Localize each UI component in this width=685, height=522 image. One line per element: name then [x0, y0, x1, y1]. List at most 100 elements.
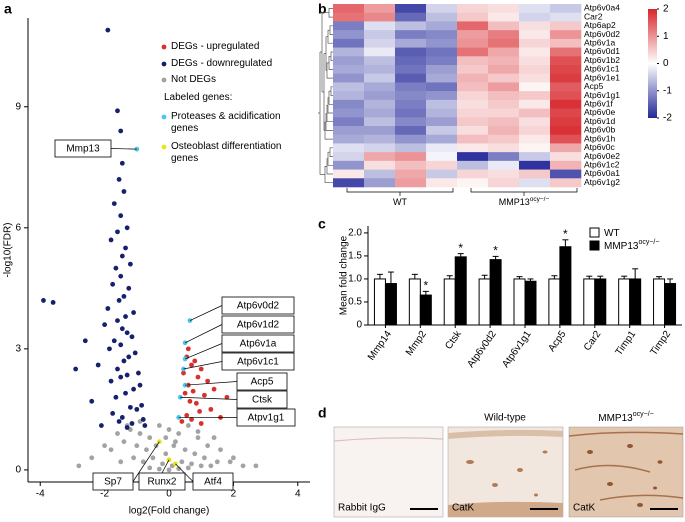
data-point [166, 427, 172, 432]
group-name: WT [393, 197, 407, 207]
heatmap-cell [395, 30, 427, 40]
group-superscript: ocy−/− [530, 196, 550, 203]
colorbar [648, 9, 657, 118]
legend-superscript: ocy−/− [638, 239, 659, 246]
bar [454, 256, 467, 326]
data-point [123, 245, 128, 251]
heatmap-cell [333, 134, 365, 144]
data-point [230, 455, 236, 461]
heatmap-cell [519, 143, 551, 153]
heatmap-cell [519, 117, 551, 127]
label-box [236, 408, 296, 427]
micrograph [568, 426, 684, 518]
x-tick-label: 2 [231, 489, 237, 500]
heatmap-cell [395, 117, 427, 127]
group-label: WT [393, 197, 407, 207]
heatmap-cell [364, 169, 396, 179]
heatmap-cell [364, 152, 396, 162]
data-point [127, 261, 133, 267]
heatmap-cell [395, 152, 427, 162]
y-tick-label: 0 [356, 320, 362, 331]
data-point [211, 386, 217, 392]
data-point [107, 346, 112, 352]
image-label: CatK [452, 503, 475, 514]
data-point [192, 451, 198, 457]
gene-label: Atp6v1a [240, 339, 277, 350]
row-label: Atp6v1e1 [584, 72, 620, 82]
legend-marker [161, 77, 167, 83]
panel-label: b [318, 1, 327, 17]
heatmap-cell [333, 169, 365, 179]
stain-lines [568, 431, 684, 501]
gene-label: Ctsk [252, 395, 273, 406]
x-tick-label: 0 [166, 489, 172, 500]
heatmap-cell [488, 99, 520, 109]
heatmap-cell [395, 47, 427, 57]
data-point [192, 358, 198, 364]
data-point [150, 455, 156, 461]
heatmap-cell [550, 38, 582, 48]
row-label: Atp6v0e [584, 107, 615, 117]
heatmap-cell [519, 12, 551, 22]
heatmap-cell [550, 143, 582, 153]
image-label: Rabbit IgG [338, 503, 386, 514]
data-point [124, 330, 130, 336]
data-point [205, 378, 211, 384]
data-point [123, 314, 128, 319]
y-tick-label: 1.5 [348, 251, 362, 262]
data-point [197, 408, 202, 414]
heatmap-cell [333, 38, 365, 48]
data-point [124, 225, 130, 231]
heatmap-cell [519, 91, 551, 101]
gene-label: Mmp13 [66, 144, 100, 155]
data-point [41, 298, 46, 303]
legend-marker [161, 114, 167, 120]
label-connector [184, 324, 223, 344]
legend-label: Not DEGs [171, 74, 217, 85]
micrograph [333, 426, 444, 518]
tissue-edge [448, 501, 563, 517]
heatmap-cell [519, 73, 551, 83]
bar [373, 278, 386, 326]
row-label: Atp6v1d [584, 116, 615, 126]
heatmap-cell [426, 21, 458, 31]
heatmap-cell [426, 152, 458, 162]
heatmap-cell [333, 99, 365, 109]
data-point [118, 459, 124, 465]
gene-label: Atp6v1d2 [237, 320, 280, 331]
data-point [195, 429, 201, 434]
legend-label: WT [604, 228, 620, 239]
heatmap-cell [426, 108, 458, 118]
heatmap-cell [364, 82, 396, 92]
heatmap-cell [488, 47, 520, 57]
heatmap-cell [550, 152, 582, 162]
heatmap-cell [488, 91, 520, 101]
heatmap-cell [550, 169, 582, 179]
data-point [179, 419, 185, 424]
heatmap-cell [364, 56, 396, 66]
gene-label: Sp7 [104, 477, 122, 488]
row-label: Atp6v0e2 [584, 151, 620, 161]
row-label: Atp6v0a1 [584, 168, 620, 178]
heatmap-cell [488, 126, 520, 136]
heatmap-cell [457, 169, 489, 179]
row-label: Atp6v1a [584, 37, 615, 47]
heatmap-cell [395, 160, 427, 170]
heatmap-cell [364, 12, 396, 22]
heatmap-cell [550, 126, 582, 136]
gene-label: Atp6v1c1 [237, 357, 279, 368]
group-label: MMP13ocy−/− [499, 196, 550, 207]
bar [489, 259, 502, 326]
group-name: MMP13 [499, 197, 530, 207]
heatmap-cell [457, 160, 489, 170]
y-tick-label: 1.0 [348, 274, 362, 285]
heatmap-cell [519, 99, 551, 109]
heatmap-cell [364, 143, 396, 153]
heatmap-cell [457, 152, 489, 162]
heatmap-cell [364, 73, 396, 83]
heatmap-cell [550, 99, 582, 109]
heatmap-cell [457, 21, 489, 31]
colorbar-tick-label: 1 [663, 31, 669, 42]
data-point [253, 463, 259, 469]
heatmap-cell [426, 56, 458, 66]
